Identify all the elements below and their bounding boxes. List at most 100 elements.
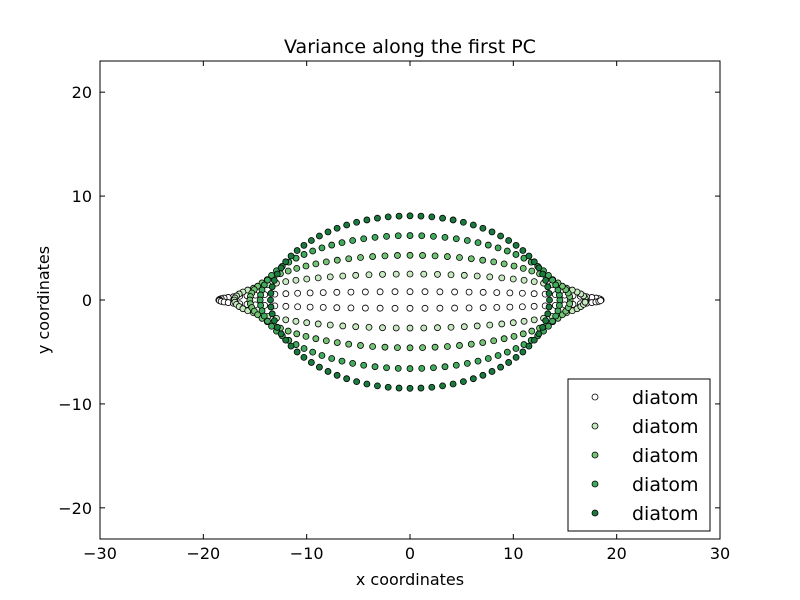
data-point <box>518 289 526 297</box>
data-point <box>456 254 463 261</box>
data-point <box>312 335 320 343</box>
data-point <box>510 262 518 270</box>
data-point <box>360 361 368 369</box>
data-point <box>519 247 527 254</box>
data-point <box>338 357 346 365</box>
data-point <box>326 321 334 329</box>
data-point <box>292 317 300 325</box>
data-point <box>486 321 494 329</box>
data-point <box>324 368 332 375</box>
data-point <box>430 364 437 372</box>
data-point <box>519 264 527 272</box>
data-point <box>430 232 437 240</box>
x-tick-label: 10 <box>503 544 523 563</box>
data-point <box>314 320 322 328</box>
data-point <box>512 251 520 258</box>
data-point <box>315 232 323 240</box>
data-point <box>369 343 377 350</box>
data-point <box>349 359 357 367</box>
data-point <box>441 363 449 371</box>
data-point <box>443 343 451 350</box>
data-point <box>421 304 429 312</box>
data-point <box>520 317 528 325</box>
data-point <box>510 332 518 340</box>
data-point <box>300 345 308 352</box>
data-point <box>479 288 487 296</box>
data-point <box>490 337 498 345</box>
series-1 <box>230 270 590 332</box>
data-point <box>449 380 457 388</box>
data-point <box>503 247 511 255</box>
series-2 <box>246 251 574 352</box>
data-point <box>287 342 295 350</box>
data-point <box>267 296 274 304</box>
data-point <box>447 271 455 279</box>
data-point <box>545 322 552 330</box>
data-point <box>267 289 275 297</box>
data-point <box>318 352 326 359</box>
data-point <box>268 310 276 318</box>
data-point <box>282 316 290 324</box>
data-point <box>419 252 426 259</box>
data-point <box>512 353 520 361</box>
data-point <box>555 301 563 309</box>
legend-marker <box>591 451 599 459</box>
data-point <box>361 304 369 312</box>
data-point <box>300 251 308 258</box>
data-point <box>379 270 386 278</box>
data-point <box>406 324 414 332</box>
data-point <box>460 271 468 279</box>
data-point <box>539 270 547 278</box>
data-point <box>506 303 514 311</box>
data-point <box>349 237 357 244</box>
data-point <box>505 237 513 244</box>
data-point <box>312 260 320 268</box>
data-point <box>525 342 533 350</box>
data-point <box>395 384 403 392</box>
x-tick-label: −30 <box>83 544 117 563</box>
data-point <box>282 302 290 310</box>
data-point <box>497 363 505 371</box>
data-point <box>439 214 446 222</box>
data-point <box>552 281 560 289</box>
data-point <box>384 213 392 221</box>
data-point <box>460 323 468 331</box>
data-point <box>503 348 511 356</box>
legend-label: diatom <box>632 445 699 467</box>
data-point <box>374 382 381 390</box>
data-point <box>273 323 281 331</box>
data-point <box>384 383 392 391</box>
legend-label: diatom <box>632 387 699 409</box>
data-point <box>303 275 311 283</box>
y-tick-label: 0 <box>82 291 92 310</box>
x-tick-label: 20 <box>606 544 626 563</box>
data-point <box>339 322 347 330</box>
data-point <box>420 270 428 278</box>
data-point <box>443 253 451 260</box>
data-point <box>292 276 300 284</box>
data-point <box>418 364 426 372</box>
data-point <box>544 310 552 318</box>
data-point <box>431 252 439 260</box>
data-point <box>371 233 379 241</box>
data-point <box>520 276 528 284</box>
data-point <box>469 375 477 383</box>
data-point <box>406 212 414 220</box>
data-point <box>509 319 517 327</box>
data-point <box>406 270 414 278</box>
data-point <box>544 283 552 291</box>
data-point <box>293 264 301 272</box>
data-point <box>333 339 341 346</box>
data-point <box>322 258 330 266</box>
data-point <box>324 228 332 236</box>
data-point <box>338 239 346 247</box>
data-point <box>498 320 506 328</box>
data-point <box>434 270 441 278</box>
data-point <box>530 290 538 298</box>
data-point <box>479 371 487 379</box>
data-point <box>479 224 487 232</box>
data-point <box>467 255 475 263</box>
data-point <box>506 289 514 297</box>
data-point <box>392 324 400 332</box>
data-point <box>306 303 314 311</box>
